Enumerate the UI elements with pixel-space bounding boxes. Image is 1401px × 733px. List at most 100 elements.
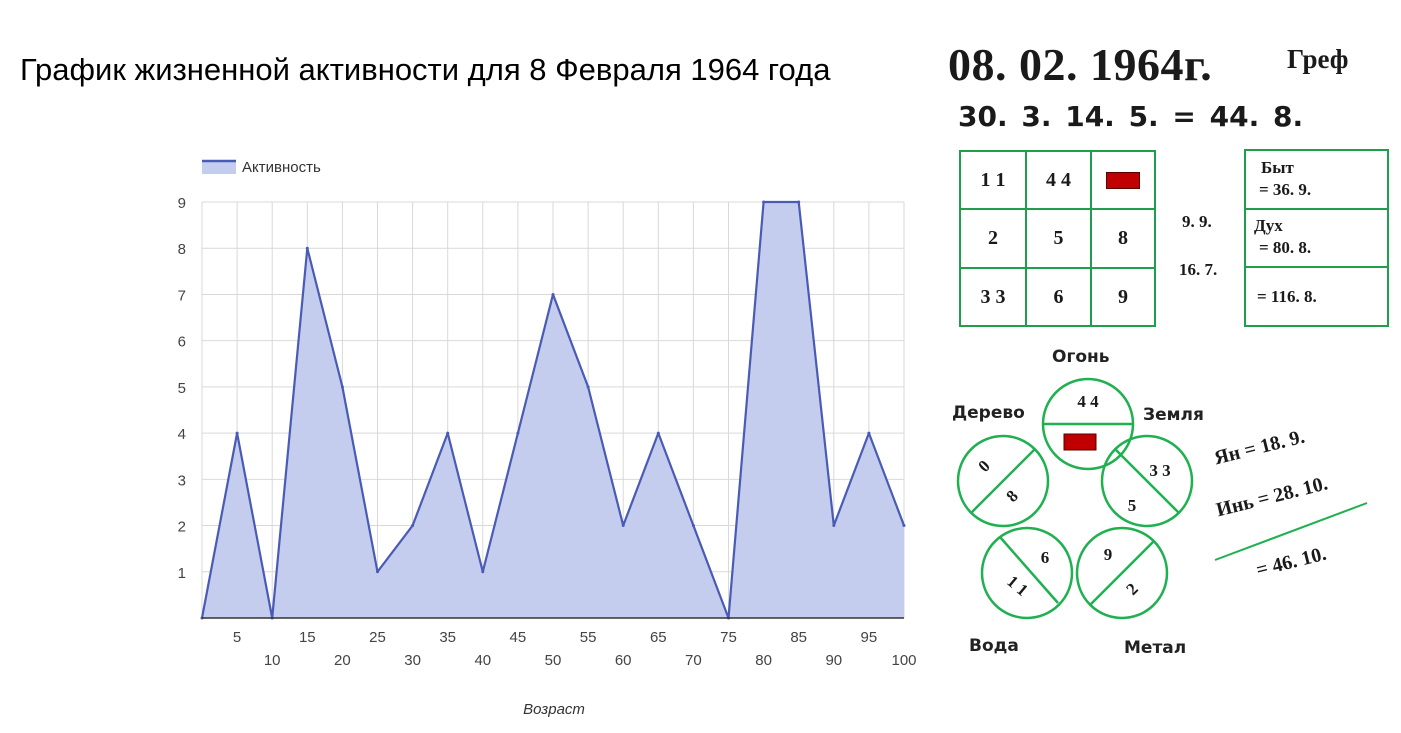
square-cell-2-1: 2: [959, 208, 1027, 269]
byt-value: = 36. 9.: [1259, 180, 1312, 199]
yin-yang-sum-line: [1214, 502, 1368, 561]
square-cell-3-1: 3 3: [959, 267, 1027, 327]
metal-circle: 9 2: [1075, 526, 1169, 620]
square-cell-value: 6: [1053, 285, 1064, 308]
x-tick-label: 55: [580, 629, 597, 646]
square-cell-value: 8: [1118, 227, 1128, 249]
square-cell-3-3: 9: [1090, 267, 1156, 327]
x-axis-label: Возраст: [523, 701, 585, 718]
data-point: [586, 385, 590, 389]
metal-label: Метал: [1124, 638, 1187, 658]
dukh-value: = 80. 8.: [1259, 238, 1312, 257]
square-cell-value: 4 4: [1046, 168, 1071, 191]
water-top-value: 6: [1041, 548, 1050, 567]
square-cell-value: 2: [988, 227, 998, 249]
x-tick-label: 65: [650, 629, 667, 646]
total-value: = 116. 8.: [1257, 287, 1317, 306]
x-tick-label: 90: [825, 652, 842, 669]
square-cell-value: 5: [1053, 227, 1064, 249]
wood-circle: 0 8: [956, 434, 1050, 528]
x-tick-label: 50: [545, 652, 562, 669]
y-axis-ticks: 1 2 3 4 5 6 7 8 9: [178, 195, 186, 582]
data-point: [411, 524, 415, 528]
red-marker: [1106, 171, 1140, 189]
metal-top-value: 9: [1104, 545, 1113, 564]
birth-date: 08. 02. 1964г.: [948, 39, 1213, 90]
sum-line: 30. 3. 14. 5. = 44. 8.: [958, 100, 1304, 133]
earth-bottom-value: 5: [1128, 496, 1137, 515]
x-tick-label: 45: [510, 629, 527, 646]
wood-bottom-value: 8: [1002, 486, 1021, 505]
x-tick-label: 75: [720, 629, 737, 646]
y-tick-label: 8: [178, 241, 186, 258]
water-label: Вода: [969, 636, 1019, 656]
legend-label: Активность: [242, 159, 321, 176]
fire-top-value: 4 4: [1077, 392, 1099, 411]
x-tick-label: 100: [891, 652, 916, 669]
x-tick-label: 95: [861, 629, 878, 646]
summary-divider-2: [1244, 266, 1389, 268]
summary-box: [1244, 149, 1389, 327]
water-bottom-value: 1 1: [1003, 572, 1031, 600]
metal-bottom-value: 2: [1122, 579, 1141, 598]
dukh-label: Дух: [1254, 216, 1283, 235]
square-cell-value: 9: [1118, 285, 1128, 308]
x-tick-label: 15: [299, 629, 316, 646]
data-point: [656, 431, 660, 435]
data-point: [340, 385, 344, 389]
page-title: График жизненной активности для 8 Феврал…: [20, 52, 831, 87]
yan-value: Ян = 18. 9.: [1212, 425, 1307, 470]
area-fill: [202, 202, 904, 618]
side-value-2: 16. 7.: [1179, 260, 1218, 279]
y-tick-label: 5: [178, 380, 186, 397]
square-cell-1-3: [1090, 150, 1156, 210]
surname: Греф: [1287, 44, 1349, 74]
x-tick-label: 70: [685, 652, 702, 669]
summary-divider-1: [1244, 208, 1389, 210]
square-cell-1-2: 4 4: [1025, 150, 1092, 210]
x-tick-label: 30: [404, 652, 421, 669]
x-tick-label: 40: [474, 652, 491, 669]
wood-top-value: 0: [974, 456, 993, 475]
data-point: [832, 524, 836, 528]
x-tick-label: 10: [264, 652, 281, 669]
x-tick-label: 25: [369, 629, 386, 646]
x-tick-label: 80: [755, 652, 772, 669]
water-circle: 6 1 1: [980, 526, 1074, 620]
wood-label: Дерево: [952, 403, 1025, 423]
data-point: [902, 524, 906, 528]
earth-top-value: 3 3: [1149, 461, 1170, 480]
x-tick-label: 5: [233, 629, 241, 646]
data-point: [516, 431, 520, 435]
chart-legend: Активность: [202, 159, 321, 176]
x-tick-label: 20: [334, 652, 351, 669]
y-tick-label: 7: [178, 287, 186, 304]
y-tick-label: 3: [178, 472, 186, 489]
y-tick-label: 4: [178, 426, 186, 443]
five-elements-diagram: 4 4 3 3 5 0 8 6 1 1 9 2: [956, 377, 1194, 620]
fire-circle: 4 4: [1041, 377, 1135, 471]
y-tick-label: 6: [178, 334, 186, 351]
square-cell-2-2: 5: [1025, 208, 1092, 269]
y-tick-label: 9: [178, 195, 186, 212]
square-cell-value: 3 3: [980, 285, 1006, 308]
y-tick-label: 2: [178, 519, 186, 536]
chart-plot: [200, 200, 906, 620]
data-point: [797, 200, 801, 204]
square-cell-1-1: 1 1: [959, 150, 1027, 210]
fire-red-marker: [1063, 433, 1097, 451]
square-cell-3-2: 6: [1025, 267, 1092, 327]
data-point: [621, 524, 625, 528]
data-point: [867, 431, 871, 435]
legend-swatch: [202, 161, 236, 174]
data-point: [481, 570, 485, 574]
fire-label: Огонь: [1052, 347, 1110, 367]
data-point: [235, 431, 239, 435]
x-tick-label: 85: [790, 629, 807, 646]
data-point: [762, 200, 766, 204]
x-axis-ticks: 5 15 25 35 45 55 65 75 85 95 10 20 30 40 50 60 70 80 90 100: [233, 629, 917, 669]
data-point: [376, 570, 379, 574]
byt-label: Быт: [1261, 158, 1294, 177]
square-cell-2-3: 8: [1090, 208, 1156, 269]
